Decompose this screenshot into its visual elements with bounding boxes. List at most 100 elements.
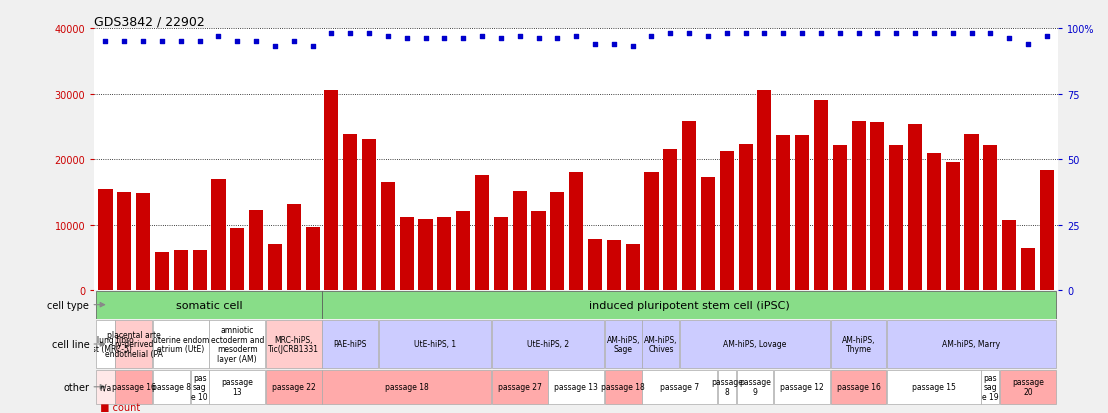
Text: AM-hiPS,
Chives: AM-hiPS, Chives bbox=[644, 335, 678, 354]
Point bbox=[247, 39, 265, 45]
Bar bbox=[191, 370, 208, 404]
Bar bbox=[475, 176, 489, 290]
Point bbox=[624, 44, 642, 50]
Bar bbox=[588, 240, 602, 290]
Bar bbox=[570, 173, 583, 290]
Text: amniotic
ectoderm and
mesoderm
layer (AM): amniotic ectoderm and mesoderm layer (AM… bbox=[211, 325, 264, 363]
Bar bbox=[456, 211, 470, 290]
Bar bbox=[814, 101, 828, 290]
Text: AM-hiPS,
Thyme: AM-hiPS, Thyme bbox=[842, 335, 875, 354]
Bar bbox=[852, 122, 865, 290]
Point bbox=[737, 31, 755, 38]
Point bbox=[774, 31, 792, 38]
Text: passage 27: passage 27 bbox=[497, 382, 542, 392]
Text: PAE-hiPS: PAE-hiPS bbox=[334, 339, 367, 349]
Point bbox=[869, 31, 886, 38]
Point bbox=[567, 33, 585, 40]
Text: passage 12: passage 12 bbox=[780, 382, 824, 392]
Point bbox=[718, 31, 736, 38]
Bar bbox=[419, 219, 432, 290]
Bar bbox=[306, 227, 319, 290]
Bar bbox=[1020, 248, 1035, 290]
Bar bbox=[982, 370, 999, 404]
Text: AM-hiPS, Lovage: AM-hiPS, Lovage bbox=[724, 339, 787, 349]
Bar bbox=[268, 244, 281, 290]
Bar bbox=[888, 320, 1056, 368]
Bar bbox=[683, 122, 696, 290]
Bar bbox=[796, 136, 809, 290]
Bar bbox=[645, 172, 658, 290]
Text: AM-hiPS, Marry: AM-hiPS, Marry bbox=[943, 339, 1001, 349]
Text: passage 8: passage 8 bbox=[152, 382, 191, 392]
Bar bbox=[945, 162, 960, 290]
Point bbox=[511, 33, 529, 40]
Bar bbox=[983, 145, 997, 290]
Bar bbox=[964, 135, 978, 290]
Point bbox=[605, 41, 623, 48]
Point bbox=[285, 39, 302, 45]
Bar bbox=[926, 153, 941, 290]
Bar bbox=[871, 122, 884, 290]
Text: other: other bbox=[63, 382, 90, 392]
Point bbox=[530, 36, 547, 43]
Bar bbox=[758, 91, 771, 290]
Point bbox=[454, 36, 472, 43]
Text: GDS3842 / 22902: GDS3842 / 22902 bbox=[94, 16, 205, 29]
Bar bbox=[155, 253, 170, 290]
Point bbox=[906, 31, 924, 38]
Bar bbox=[322, 291, 1056, 319]
Point bbox=[191, 39, 208, 45]
Bar bbox=[96, 370, 114, 404]
Bar bbox=[400, 218, 413, 290]
Point bbox=[266, 44, 284, 50]
Point bbox=[1019, 41, 1037, 48]
Bar bbox=[153, 320, 208, 368]
Text: uterine endom
etrium (UtE): uterine endom etrium (UtE) bbox=[153, 335, 209, 354]
Point bbox=[1001, 36, 1018, 43]
Point bbox=[435, 36, 453, 43]
Text: passage 18: passage 18 bbox=[602, 382, 645, 392]
Text: UtE-hiPS, 1: UtE-hiPS, 1 bbox=[414, 339, 456, 349]
Bar bbox=[492, 370, 547, 404]
Bar bbox=[607, 241, 620, 290]
Bar bbox=[136, 194, 151, 290]
Bar bbox=[888, 370, 981, 404]
Point bbox=[153, 39, 171, 45]
Point bbox=[982, 31, 999, 38]
Bar bbox=[1002, 221, 1016, 290]
Point bbox=[322, 31, 340, 38]
Bar bbox=[1001, 370, 1056, 404]
Point bbox=[417, 36, 434, 43]
Text: passage 18: passage 18 bbox=[384, 382, 429, 392]
Bar bbox=[831, 320, 886, 368]
Point bbox=[172, 39, 189, 45]
Bar bbox=[115, 320, 152, 368]
Bar bbox=[117, 192, 132, 290]
Bar bbox=[833, 145, 847, 290]
Bar bbox=[513, 191, 526, 290]
Bar bbox=[193, 250, 207, 290]
Point bbox=[304, 44, 321, 50]
Point bbox=[944, 31, 962, 38]
Bar bbox=[209, 370, 265, 404]
Point bbox=[925, 31, 943, 38]
Point bbox=[680, 31, 698, 38]
Bar bbox=[718, 370, 736, 404]
Bar bbox=[605, 320, 642, 368]
Text: passage
20: passage 20 bbox=[1012, 377, 1044, 396]
Bar bbox=[907, 125, 922, 290]
Point bbox=[398, 36, 416, 43]
Text: passage
9: passage 9 bbox=[739, 377, 771, 396]
Text: pas
sag
e 19: pas sag e 19 bbox=[982, 373, 998, 401]
Bar bbox=[249, 211, 264, 290]
Bar bbox=[643, 320, 679, 368]
Bar bbox=[153, 370, 189, 404]
Point bbox=[643, 33, 660, 40]
Bar bbox=[737, 370, 773, 404]
Bar bbox=[322, 320, 378, 368]
Point bbox=[756, 31, 773, 38]
Text: passage
8: passage 8 bbox=[711, 377, 742, 396]
Text: ■ count: ■ count bbox=[94, 402, 141, 412]
Point bbox=[793, 31, 811, 38]
Text: n/a: n/a bbox=[100, 382, 112, 392]
